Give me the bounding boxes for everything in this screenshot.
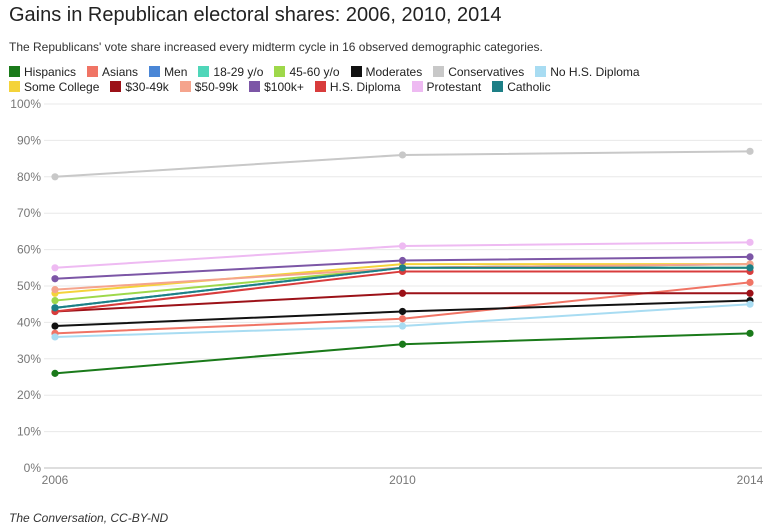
legend-item-some-college: Some College xyxy=(9,79,100,94)
y-tick-label: 90% xyxy=(17,133,41,147)
legend-label: Moderates xyxy=(365,64,423,79)
chart-title: Gains in Republican electoral shares: 20… xyxy=(9,4,502,26)
y-tick-label: 0% xyxy=(24,461,42,475)
legend-item-asians: Asians xyxy=(87,64,139,79)
legend-swatch xyxy=(492,81,504,92)
y-tick-label: 10% xyxy=(17,425,41,439)
data-point xyxy=(51,296,59,305)
data-point xyxy=(746,238,754,246)
legend-item-no-h-s-diploma: No H.S. Diploma xyxy=(535,64,640,79)
legend-swatch xyxy=(433,66,445,77)
data-point xyxy=(746,147,754,155)
data-point xyxy=(398,307,407,316)
series-conservatives xyxy=(51,147,754,181)
legend-swatch xyxy=(149,66,161,77)
legend-label: No H.S. Diploma xyxy=(550,64,640,79)
legend-item-30-49k: $30-49k xyxy=(110,79,169,94)
legend-item-50-99k: $50-99k xyxy=(179,79,239,94)
data-point xyxy=(51,286,59,294)
legend-item-men: Men xyxy=(149,64,188,79)
chart-subtitle: The Republicans' vote share increased ev… xyxy=(9,40,543,54)
legend-label: Protestant xyxy=(426,79,482,94)
data-point xyxy=(746,264,754,272)
legend-item-hispanics: Hispanics xyxy=(9,64,77,79)
data-point xyxy=(51,275,59,283)
legend-label: Men xyxy=(164,64,188,79)
legend-swatch xyxy=(274,66,286,77)
x-tick-label: 2014 xyxy=(737,473,764,487)
legend-swatch xyxy=(87,66,99,77)
legend-swatch xyxy=(9,66,20,77)
data-point xyxy=(51,173,59,181)
legend-item-45-60-y-o: 45-60 y/o xyxy=(274,64,340,79)
y-tick-label: 80% xyxy=(17,170,41,184)
data-point xyxy=(746,289,754,297)
legend-label: Conservatives xyxy=(448,64,525,79)
data-point xyxy=(746,300,754,308)
series-no-h-s-diploma xyxy=(51,300,754,341)
y-tick-label: 100% xyxy=(10,97,41,111)
legend-swatch xyxy=(110,81,122,92)
series-100k xyxy=(51,253,754,283)
data-point xyxy=(398,322,407,330)
series-line xyxy=(54,332,751,375)
y-tick-label: 70% xyxy=(17,206,41,220)
y-tick-label: 30% xyxy=(17,352,41,366)
data-point xyxy=(51,322,59,330)
legend: Hispanics Asians Men 18-29 y/o 45-60 y/o Mode… xyxy=(9,64,709,94)
source-credit: The Conversation, CC-BY-ND xyxy=(9,511,169,525)
series-protestant xyxy=(51,238,754,272)
legend-label: Hispanics xyxy=(24,64,77,79)
y-tick-label: 60% xyxy=(17,243,41,257)
data-point xyxy=(398,264,407,272)
data-point xyxy=(51,264,59,272)
data-point xyxy=(51,304,59,312)
data-point xyxy=(398,242,407,250)
legend-swatch xyxy=(535,66,547,77)
legend-item-catholic: Catholic xyxy=(492,79,551,94)
legend-item-moderates: Moderates xyxy=(350,64,423,79)
data-point xyxy=(398,315,407,323)
legend-label: Asians xyxy=(102,64,139,79)
data-point xyxy=(398,289,407,297)
data-point xyxy=(398,256,407,265)
legend-item-100k: $100k+ xyxy=(249,79,304,94)
legend-swatch xyxy=(350,66,362,77)
legend-label: $50-99k xyxy=(194,79,239,94)
y-tick-label: 20% xyxy=(17,388,41,402)
legend-swatch xyxy=(411,81,423,92)
x-tick-label: 2006 xyxy=(42,473,69,487)
legend-label: Catholic xyxy=(507,79,551,94)
legend-label: 45-60 y/o xyxy=(289,64,340,79)
legend-label: H.S. Diploma xyxy=(329,79,401,94)
legend-item-protestant: Protestant xyxy=(411,79,482,94)
legend-swatch xyxy=(198,66,210,77)
legend-swatch xyxy=(179,81,191,92)
series-catholic xyxy=(51,264,754,312)
data-point xyxy=(398,151,407,159)
data-point xyxy=(746,278,754,286)
series-hispanics xyxy=(51,329,754,377)
data-point xyxy=(51,333,59,341)
legend-label: Some College xyxy=(24,79,100,94)
legend-label: $100k+ xyxy=(264,79,304,94)
legend-swatch xyxy=(314,81,326,92)
data-point xyxy=(398,340,407,348)
legend-item-conservatives: Conservatives xyxy=(433,64,525,79)
legend-label: 18-29 y/o xyxy=(213,64,264,79)
y-tick-label: 50% xyxy=(17,279,41,293)
data-point xyxy=(746,329,754,337)
y-tick-label: 40% xyxy=(17,315,41,329)
data-point xyxy=(51,369,59,377)
x-tick-label: 2010 xyxy=(389,473,416,487)
legend-item-h-s-diploma: H.S. Diploma xyxy=(314,79,401,94)
data-point xyxy=(746,253,754,261)
legend-item-18-29-y-o: 18-29 y/o xyxy=(198,64,264,79)
legend-swatch xyxy=(249,81,261,92)
legend-label: $30-49k xyxy=(125,79,169,94)
legend-swatch xyxy=(9,81,20,92)
